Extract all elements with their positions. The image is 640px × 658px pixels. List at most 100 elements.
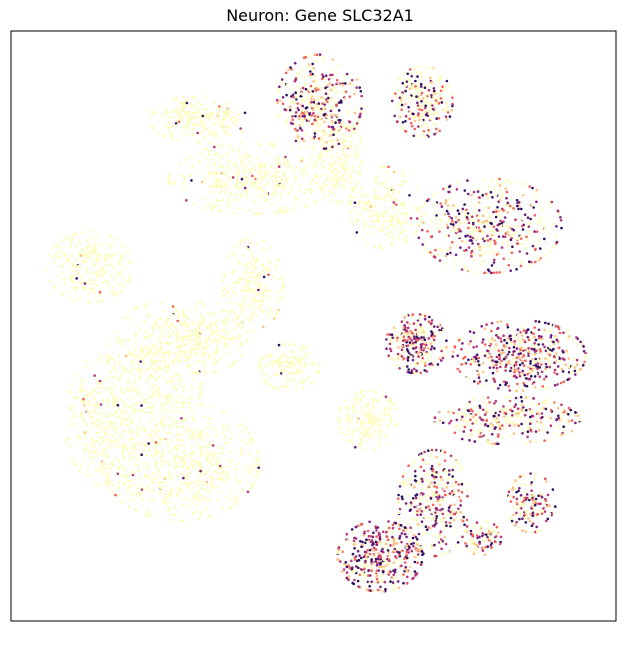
data-point [331,183,335,187]
data-point [237,277,241,281]
data-point [130,498,133,502]
data-point [239,453,243,456]
data-point [177,139,181,142]
data-point [131,450,134,454]
data-point [573,338,576,342]
data-point [152,326,156,330]
data-point [558,331,562,335]
data-point [129,406,132,409]
data-point [420,87,423,91]
data-point [221,155,224,158]
data-point [137,361,140,365]
data-point [407,79,411,83]
data-point [297,85,300,89]
data-point [506,323,509,326]
data-point [339,407,342,410]
data-point [477,376,481,380]
data-point [422,349,425,352]
data-point [482,214,485,217]
data-point [83,253,87,256]
data-point [499,365,502,369]
data-point [327,96,330,100]
data-point [211,340,215,344]
data-point [151,359,154,362]
data-point [503,235,507,239]
data-point [242,184,245,187]
data-point [543,254,547,258]
data-point [427,320,431,324]
data-point [542,223,546,226]
data-point [103,472,106,475]
data-point [535,200,538,204]
data-point [471,236,475,240]
data-point [215,348,219,352]
data-point [181,311,184,315]
data-point [175,454,178,457]
data-point [147,509,150,512]
data-point [421,131,425,135]
data-point [160,489,164,492]
data-point [573,369,577,373]
data-point [188,338,191,342]
data-point [496,206,499,209]
data-point [514,218,517,221]
data-point [469,363,473,366]
data-point [172,330,175,334]
data-point [201,355,204,359]
data-point [489,190,493,194]
data-point [228,364,232,368]
data-point [501,241,505,245]
data-point [414,364,418,367]
data-point [197,386,200,389]
data-point [555,240,559,244]
data-point [150,437,153,440]
data-point [322,113,326,116]
data-point [512,356,516,360]
data-point [412,134,416,138]
data-point [227,114,231,118]
data-point [338,418,342,422]
data-point [213,312,216,315]
data-point [187,366,190,369]
data-point [86,267,89,271]
data-point [278,99,282,102]
data-point [490,321,494,325]
data-point [99,427,102,431]
data-point [169,132,173,136]
data-point [429,348,433,351]
data-point [468,269,471,273]
data-point [176,460,180,464]
data-point [140,395,143,399]
data-point [197,396,201,399]
data-point [353,108,356,111]
data-point [521,432,524,435]
data-point [400,108,404,112]
cluster-9 [257,342,321,391]
data-point [152,440,155,444]
data-point [330,164,334,167]
data-point [122,455,125,458]
data-point [438,92,442,96]
data-point [245,290,249,293]
data-point [447,216,450,220]
data-point [87,255,90,259]
data-point [336,417,340,420]
data-point [472,230,476,233]
data-point [253,182,257,185]
data-point [102,354,106,358]
data-point [549,329,552,333]
data-point [382,420,386,424]
data-point [515,369,519,372]
data-point [243,271,246,275]
data-point [378,429,381,432]
data-point [278,210,282,214]
data-point [561,370,565,373]
data-point [444,115,448,118]
data-point [181,335,184,339]
data-point [487,442,491,445]
data-point [199,450,203,454]
data-point [414,85,417,88]
data-point [314,164,318,167]
data-point [516,382,519,386]
data-point [99,253,102,257]
